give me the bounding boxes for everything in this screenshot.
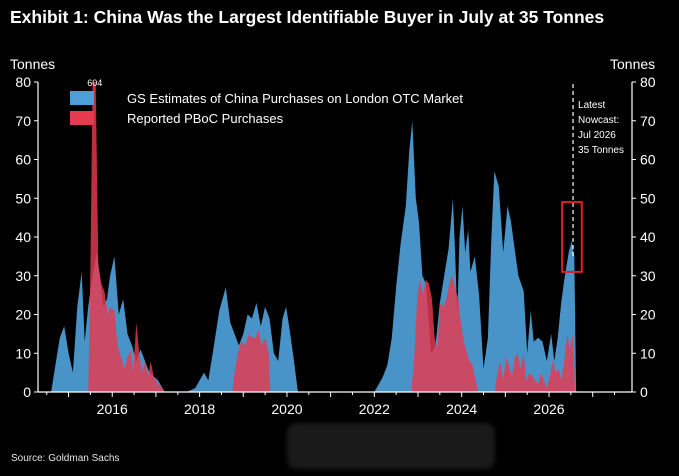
chart-legend: GS Estimates of China Purchases on Londo… [70, 91, 463, 126]
nowcast-label-line: Jul 2026 [578, 130, 616, 141]
y-tick-label-right: 50 [640, 190, 656, 206]
y-tick-label-right: 40 [640, 229, 656, 245]
x-tick-label: 2016 [97, 401, 128, 417]
y-tick-label-right: 20 [640, 307, 656, 323]
redacted-area [287, 423, 495, 469]
nowcast-label-line: Latest [578, 100, 605, 111]
y-tick-label-right: 60 [640, 152, 656, 168]
y-tick-label-left: 50 [15, 190, 31, 206]
y-tick-label-left: 20 [15, 307, 31, 323]
y-tick-label-left: 40 [15, 229, 31, 245]
annotation-604: 604 [87, 78, 102, 88]
y-tick-label-right: 80 [640, 74, 656, 90]
nowcast-label-line: Nowcast: [578, 115, 619, 126]
legend-label-1: Reported PBoC Purchases [127, 111, 284, 126]
chart-annotations: 604 Latest Nowcast: Jul 2026 35 Tonnes [87, 78, 624, 273]
legend-label-0: GS Estimates of China Purchases on Londo… [127, 91, 463, 106]
chart-areas [51, 82, 577, 393]
y-tick-label-right: 0 [640, 384, 648, 400]
legend-swatch-0 [70, 91, 94, 105]
y-tick-label-right: 70 [640, 113, 656, 129]
x-tick-label: 2020 [271, 401, 302, 417]
y-axis-label-right: Tonnes [610, 56, 655, 72]
y-tick-label-left: 80 [15, 74, 31, 90]
series-area-1 [88, 82, 576, 392]
y-tick-label-left: 0 [23, 384, 31, 400]
x-tick-label: 2022 [359, 401, 390, 417]
y-tick-label-left: 60 [15, 152, 31, 168]
y-tick-label-right: 10 [640, 345, 656, 361]
y-axis-label-left: Tonnes [10, 56, 55, 72]
x-tick-label: 2024 [446, 401, 477, 417]
y-tick-label-right: 30 [640, 268, 656, 284]
x-tick-label: 2026 [533, 401, 564, 417]
nowcast-label-line: 35 Tonnes [578, 145, 624, 156]
y-tick-label-left: 30 [15, 268, 31, 284]
x-tick-label: 2018 [184, 401, 215, 417]
nowcast-highlight-box [561, 201, 583, 273]
y-tick-label-left: 70 [15, 113, 31, 129]
chart-title: Exhibit 1: China Was the Largest Identif… [10, 7, 605, 27]
source-note: Source: Goldman Sachs [11, 453, 120, 464]
legend-swatch-1 [70, 111, 94, 125]
y-tick-label-left: 10 [15, 345, 31, 361]
